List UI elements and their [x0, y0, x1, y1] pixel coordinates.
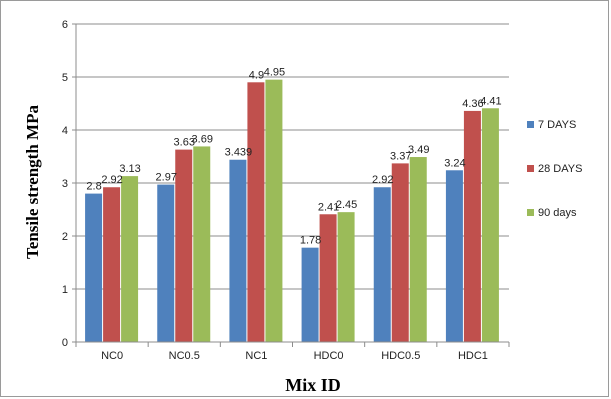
data-label: 3.49 [408, 144, 429, 156]
axes: 0 1 2 3 4 5 6 NC0 NC0.5 NC1 HDC0 HDC0.5 HDC1 [62, 19, 510, 362]
bars [85, 79, 499, 343]
data-label: 4.9 [249, 69, 264, 81]
bar-90-days [265, 79, 283, 343]
y-tick-label: 1 [62, 284, 68, 296]
bar-28-days [391, 163, 409, 342]
legend-swatch [527, 209, 534, 216]
y-tick-label: 0 [62, 337, 68, 349]
y-tick-label: 3 [62, 178, 68, 190]
bar-28-days [175, 149, 193, 342]
legend-label: 90 days [538, 207, 577, 219]
bar-28-days [247, 82, 265, 343]
legend-swatch [527, 165, 534, 172]
legend: 7 DAYS 28 DAYS 90 days [527, 119, 582, 219]
data-label: 3.63 [174, 137, 195, 149]
data-label: 3.24 [444, 157, 465, 169]
data-label: 2.97 [156, 172, 177, 184]
x-category-label: NC0.5 [169, 350, 200, 362]
x-category-label: HDC1 [458, 350, 488, 362]
data-label: 1.78 [300, 235, 321, 247]
y-tick-label: 6 [62, 19, 68, 31]
bar-28-days [463, 110, 481, 342]
x-category-label: NC0 [101, 350, 123, 362]
data-label: 2.41 [318, 201, 339, 213]
bar-90-days [121, 176, 139, 342]
legend-label: 28 DAYS [538, 163, 582, 175]
x-category-label: HDC0.5 [381, 350, 420, 362]
bar-7-days [229, 159, 247, 342]
bar-7-days [85, 193, 103, 342]
bar-7-days [157, 184, 175, 342]
bar-90-days [409, 157, 427, 342]
data-label: 2.92 [101, 174, 122, 186]
data-label: 2.8 [86, 181, 101, 193]
data-label: 4.41 [480, 95, 501, 107]
bar-90-days [337, 212, 355, 342]
data-label: 2.45 [336, 199, 357, 211]
data-label: 2.92 [372, 174, 393, 186]
data-label: 3.37 [390, 150, 411, 162]
data-label: 3.439 [225, 147, 253, 159]
bar-28-days [319, 214, 337, 342]
y-tick-label: 2 [62, 231, 68, 243]
legend-label: 7 DAYS [538, 119, 576, 131]
legend-swatch [527, 121, 534, 128]
bar-90-days [193, 146, 211, 342]
x-axis-title: Mix ID [285, 375, 341, 395]
bar-28-days [103, 187, 121, 342]
bar-7-days [373, 187, 391, 342]
data-label: 3.13 [119, 163, 140, 175]
y-tick-label: 5 [62, 72, 68, 84]
bar-7-days [445, 170, 463, 342]
bar-90-days [481, 108, 499, 343]
bar-7-days [301, 247, 319, 342]
data-label: 4.95 [264, 67, 285, 79]
x-category-label: NC1 [245, 350, 267, 362]
data-label: 4.36 [462, 98, 483, 110]
y-axis-title: Tensile strength MPa [23, 105, 42, 259]
data-label: 3.69 [192, 133, 213, 145]
y-tick-label: 4 [62, 125, 68, 137]
gridlines [76, 23, 509, 290]
x-category-label: HDC0 [314, 350, 344, 362]
